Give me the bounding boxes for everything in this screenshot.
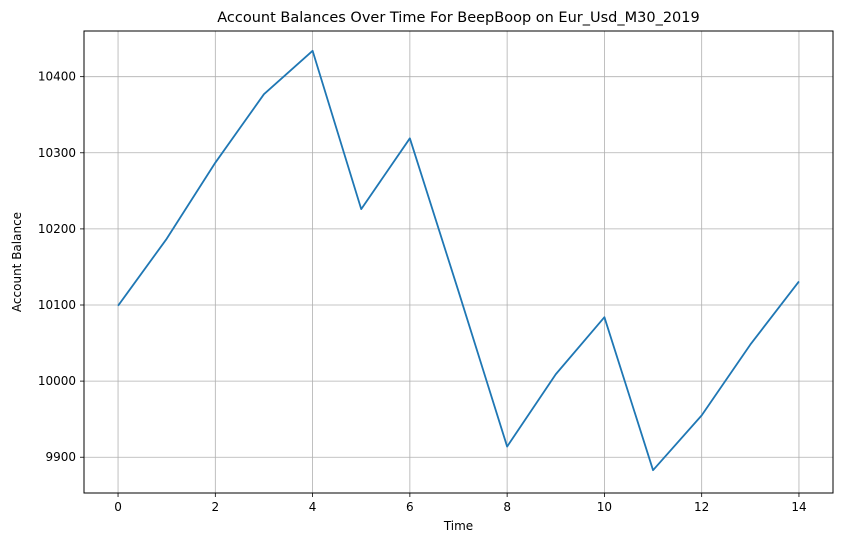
y-tick-label: 10200 [38,222,76,236]
axis-ticks: 0 2 4 6 8 10 12 14 9900 10000 10100 10200 10300 10400 [38,70,807,514]
grid-lines [84,31,833,493]
x-tick-label: 8 [503,500,511,514]
y-tick-label: 9900 [45,450,76,464]
series-line [117,49,800,472]
y-tick-label: 10100 [38,298,76,312]
x-tick-label: 2 [211,500,219,514]
y-tick-label: 10300 [38,146,76,160]
x-tick-label: 6 [406,500,414,514]
x-tick-label: 12 [694,500,709,514]
x-tick-label: 10 [597,500,612,514]
series-layer [117,49,800,472]
y-tick-label: 10400 [38,70,76,84]
y-tick-label: 10000 [38,374,76,388]
plot-frame [83,30,834,494]
y-axis-label: Account Balance [10,212,24,312]
x-tick-label: 4 [309,500,317,514]
x-axis-label: Time [443,519,473,533]
x-tick-label: 14 [791,500,806,514]
chart-title: Account Balances Over Time For BeepBoop … [217,10,699,26]
x-tick-label: 0 [114,500,122,514]
